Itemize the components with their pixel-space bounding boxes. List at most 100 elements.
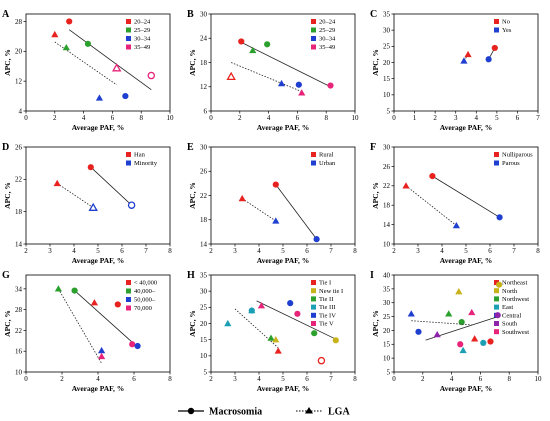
x-tick-label: 7 bbox=[144, 247, 148, 255]
legend-label: 70,000 bbox=[134, 305, 152, 312]
y-tick-label: 30 bbox=[383, 27, 391, 35]
legend-label: Central bbox=[502, 312, 521, 319]
lga-trend-line bbox=[411, 320, 472, 326]
lga-trend-line bbox=[58, 288, 102, 364]
x-tick-label: 6 bbox=[305, 247, 309, 255]
x-tick-label: 10 bbox=[167, 114, 175, 122]
macrosomia-point bbox=[458, 319, 465, 326]
legend-label: 20–24 bbox=[134, 19, 151, 26]
legend-swatch bbox=[311, 152, 316, 157]
lga-point bbox=[53, 179, 61, 187]
lga-point bbox=[51, 30, 59, 38]
y-tick-label: 35 bbox=[383, 285, 391, 293]
macrosomia-point bbox=[496, 214, 503, 221]
legend-swatch bbox=[126, 160, 131, 166]
x-tick-label: 10 bbox=[535, 375, 543, 383]
y-tick-label: 25 bbox=[200, 304, 208, 312]
y-tick-label: 14 bbox=[383, 221, 391, 229]
lga-point bbox=[445, 310, 453, 317]
legend-swatch bbox=[311, 27, 316, 33]
y-tick-label: 34 bbox=[15, 285, 23, 293]
x-axis-title: Average PAF, % bbox=[257, 384, 310, 393]
lga-point bbox=[226, 71, 236, 80]
y-tick-label: 10 bbox=[383, 240, 391, 248]
lga-point bbox=[468, 308, 476, 316]
y-tick-label: 20 bbox=[383, 59, 391, 67]
y-tick-label: 22 bbox=[200, 192, 208, 200]
legend-label: Tie I bbox=[319, 280, 331, 287]
panel-label: I bbox=[370, 270, 374, 281]
legend-swatch bbox=[126, 280, 131, 285]
lga-trend-line bbox=[56, 183, 94, 208]
x-tick-label: 2 bbox=[209, 375, 213, 383]
legend-swatch bbox=[494, 280, 499, 285]
panel-I: I 0 2 4 6 8 10 5 10 15 20 25 30 35 40 Average PAF, % APC… bbox=[370, 270, 542, 393]
lga-trend-line bbox=[241, 198, 277, 222]
macrosomia-point bbox=[66, 18, 73, 25]
x-tick-label: 4 bbox=[96, 375, 100, 383]
macrosomia-trend-line bbox=[90, 166, 132, 206]
y-tick-label: 18 bbox=[200, 59, 208, 67]
legend-swatch bbox=[494, 27, 499, 33]
legend-label: 35–49 bbox=[319, 44, 335, 51]
x-tick-label: 4 bbox=[475, 114, 479, 122]
lga-point bbox=[88, 202, 98, 211]
lga-point bbox=[272, 336, 280, 343]
y-tick-label: 26 bbox=[15, 143, 23, 151]
lga-point bbox=[98, 352, 106, 360]
legend-swatch bbox=[494, 321, 499, 326]
macrosomia-point bbox=[332, 337, 339, 344]
macrosomia-legend-label: Macrosomia bbox=[209, 407, 262, 418]
lga-point bbox=[257, 302, 265, 309]
x-tick-label: 4 bbox=[72, 247, 76, 255]
panel-label: D bbox=[2, 142, 9, 153]
macrosomia-point bbox=[134, 342, 141, 350]
y-tick-label: 24 bbox=[200, 35, 208, 43]
legend-label: < 40,000 bbox=[134, 280, 157, 287]
macrosomia-point bbox=[313, 236, 320, 243]
legend-label: 25–29 bbox=[134, 27, 150, 34]
lga-point bbox=[464, 50, 472, 58]
macrosomia-point bbox=[114, 301, 121, 308]
x-tick-label: 5 bbox=[96, 247, 100, 255]
y-tick-label: 35 bbox=[200, 271, 208, 279]
lga-point bbox=[272, 217, 280, 224]
y-tick-label: 30 bbox=[383, 143, 391, 151]
panel-label: G bbox=[2, 270, 10, 281]
y-axis-title: APC, % bbox=[3, 49, 12, 76]
y-tick-label: 12 bbox=[15, 78, 23, 86]
x-tick-label: 2 bbox=[238, 114, 242, 122]
x-tick-label: 3 bbox=[233, 247, 237, 255]
legend-swatch bbox=[311, 312, 316, 318]
macrosomia-point bbox=[480, 339, 487, 346]
macrosomia-point bbox=[491, 44, 498, 52]
y-tick-label: 30 bbox=[200, 143, 208, 151]
x-tick-label: 8 bbox=[168, 247, 172, 255]
x-tick-label: 6 bbox=[296, 114, 300, 122]
plot-frame bbox=[25, 13, 171, 112]
x-tick-label: 1 bbox=[413, 114, 417, 122]
legend-label: New tie I bbox=[319, 288, 343, 295]
x-axis-title: Average PAF, % bbox=[72, 384, 125, 393]
macrosomia-point bbox=[457, 341, 464, 348]
x-tick-label: 2 bbox=[433, 114, 437, 122]
legend-swatch bbox=[311, 36, 316, 41]
y-axis-title: APC, % bbox=[3, 310, 12, 337]
panel-H: H 2 3 4 5 6 7 8 5 10 15 20 25 30 35 Average PAF, % APC, … bbox=[187, 270, 357, 393]
legend-label: Northeast bbox=[502, 280, 527, 287]
x-tick-label: 3 bbox=[48, 247, 52, 255]
panel-G: G 0 2 4 6 8 10 16 22 28 34 Average PAF, % APC, % < 40… bbox=[2, 270, 172, 393]
legend-label: Southwest bbox=[502, 329, 529, 336]
macrosomia-point bbox=[415, 328, 422, 335]
legend-label: Tie V bbox=[319, 321, 334, 328]
y-tick-label: 15 bbox=[383, 75, 391, 83]
legend-label: 30–34 bbox=[134, 36, 151, 43]
macrosomia-trend-line bbox=[68, 29, 152, 91]
y-tick-label: 22 bbox=[15, 176, 23, 184]
x-tick-label: 0 bbox=[24, 375, 28, 383]
panel-label: C bbox=[370, 9, 377, 20]
y-tick-label: 26 bbox=[383, 163, 391, 171]
panel-label: B bbox=[187, 9, 194, 20]
lga-point bbox=[111, 63, 122, 72]
